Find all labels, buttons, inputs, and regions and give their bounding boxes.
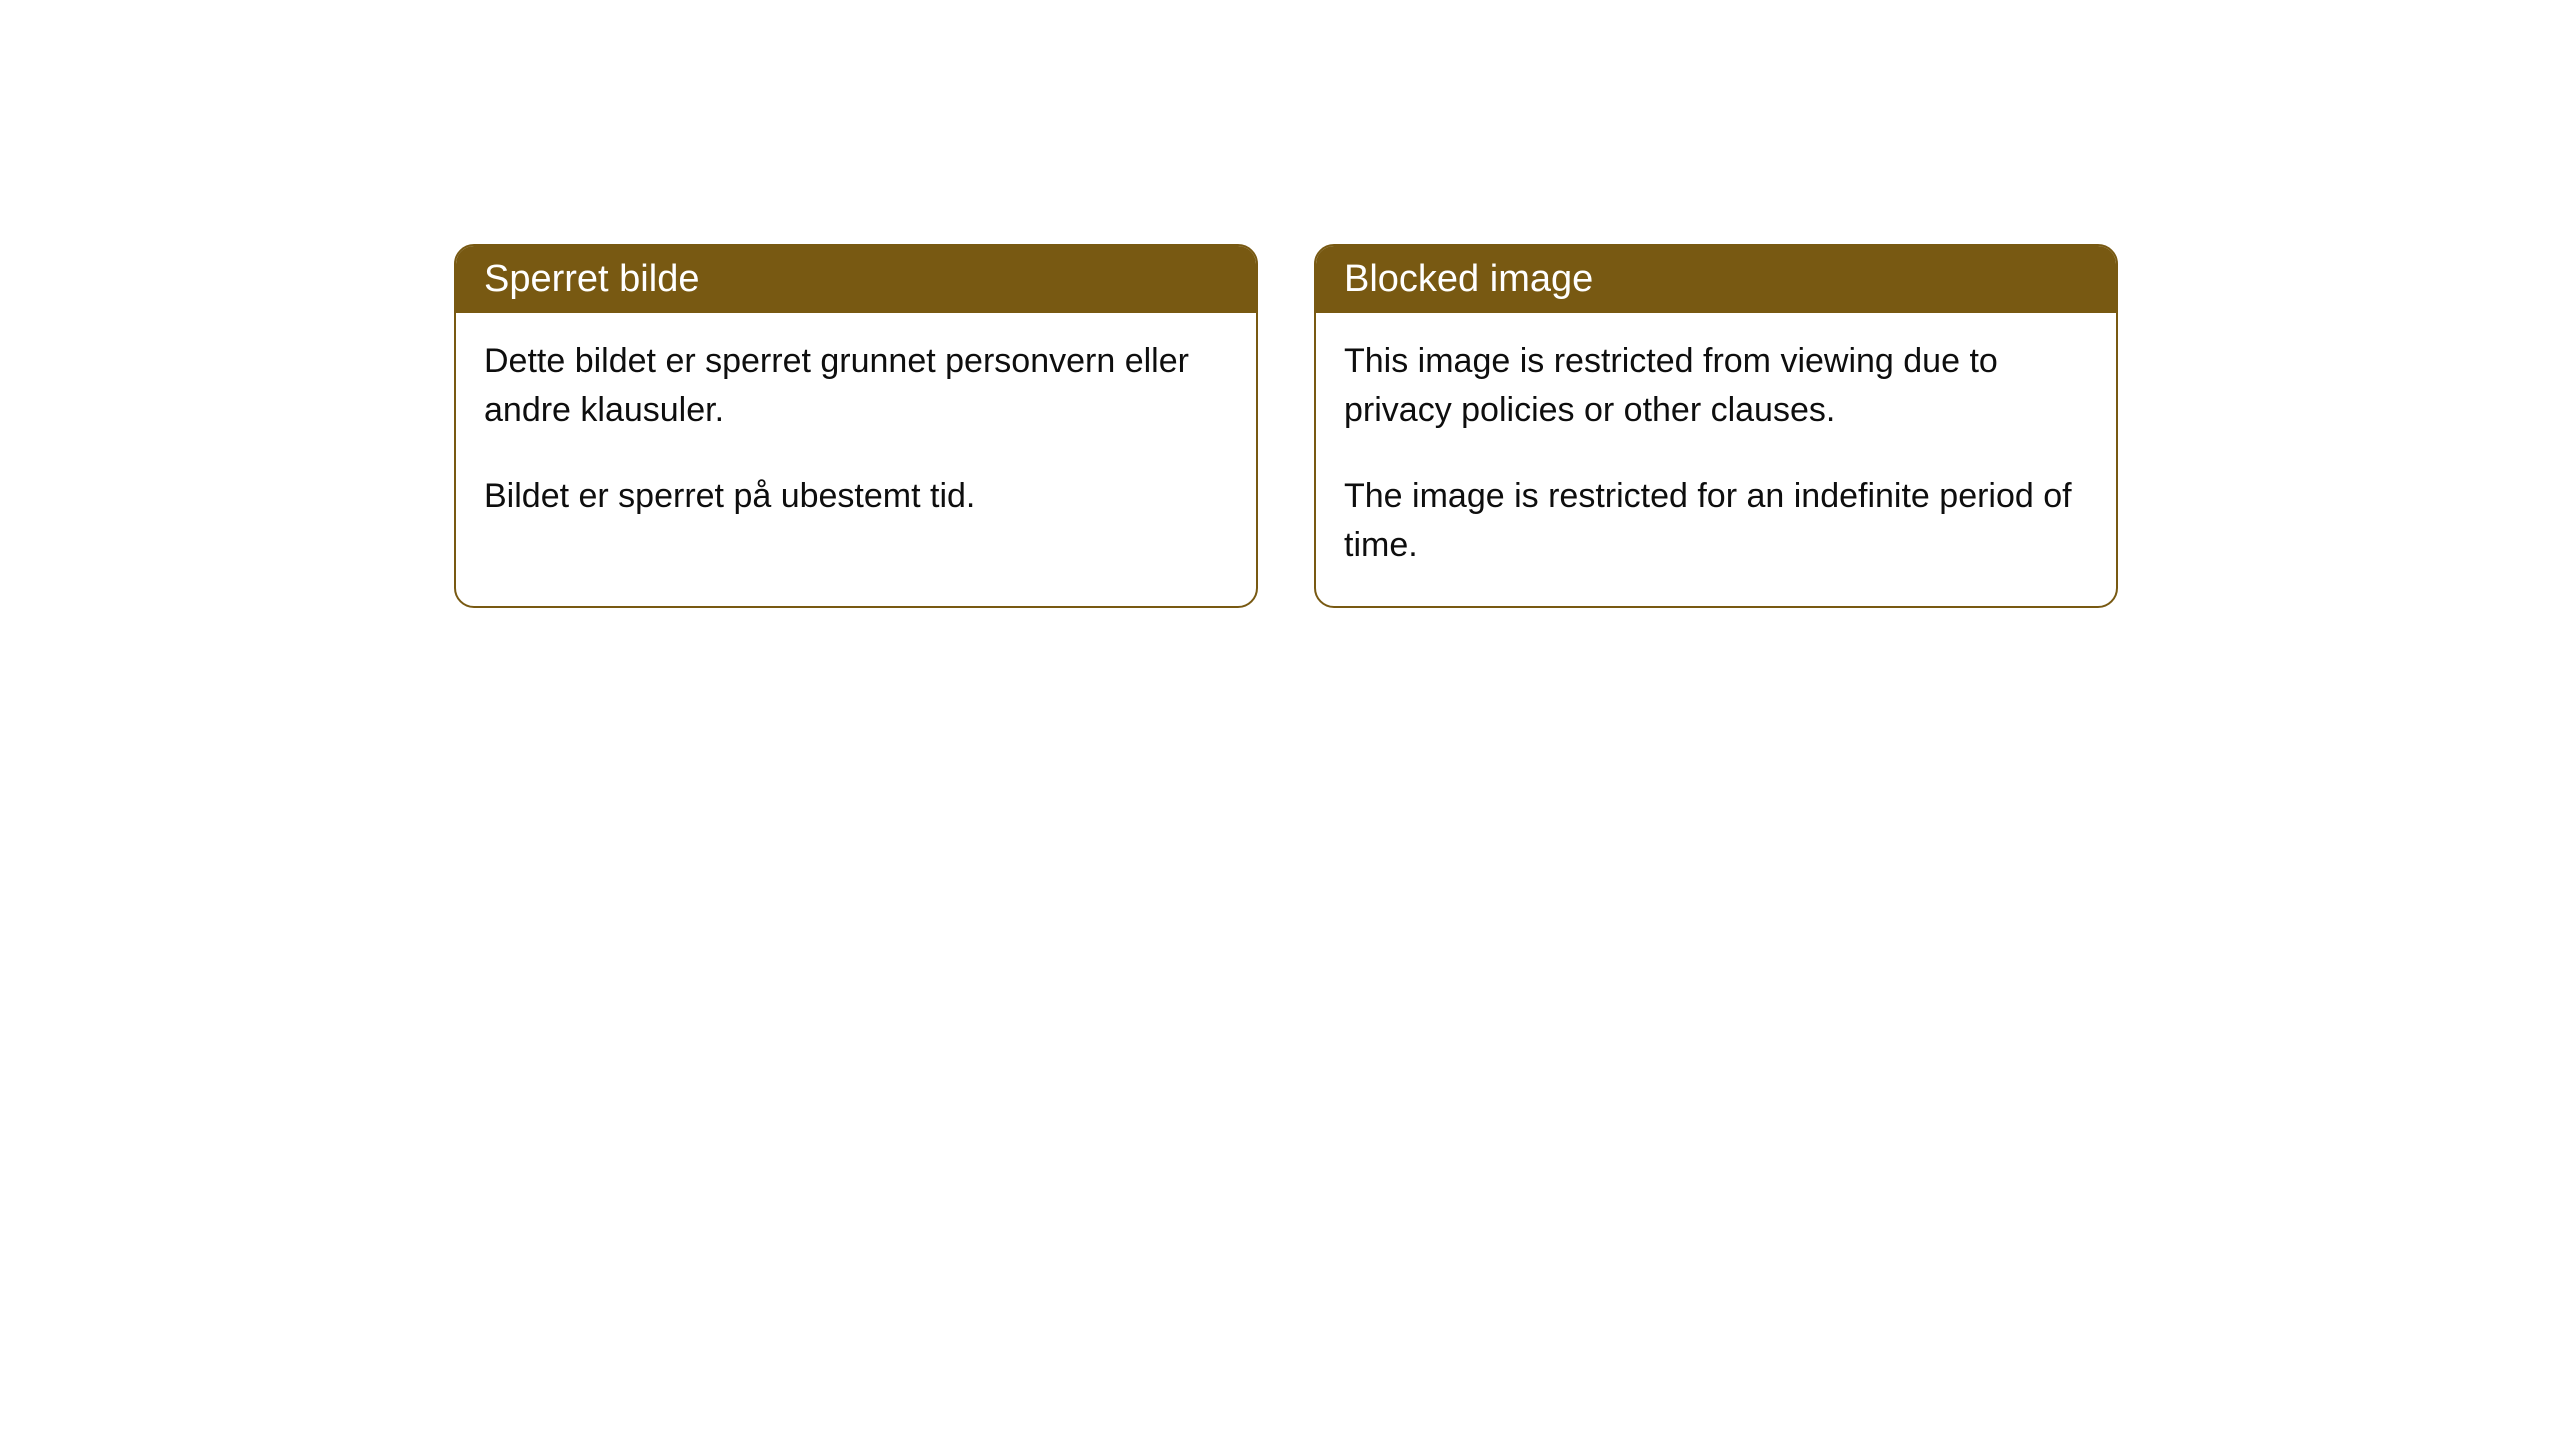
card-text-norwegian-1: Dette bildet er sperret grunnet personve… — [484, 337, 1228, 436]
card-text-norwegian-2: Bildet er sperret på ubestemt tid. — [484, 472, 1228, 521]
card-header-norwegian: Sperret bilde — [456, 246, 1256, 313]
card-header-english: Blocked image — [1316, 246, 2116, 313]
cards-container: Sperret bilde Dette bildet er sperret gr… — [454, 244, 2118, 608]
card-text-english-2: The image is restricted for an indefinit… — [1344, 472, 2088, 571]
card-body-norwegian: Dette bildet er sperret grunnet personve… — [456, 313, 1256, 557]
card-text-english-1: This image is restricted from viewing du… — [1344, 337, 2088, 436]
blocked-image-card-norwegian: Sperret bilde Dette bildet er sperret gr… — [454, 244, 1258, 608]
card-body-english: This image is restricted from viewing du… — [1316, 313, 2116, 606]
blocked-image-card-english: Blocked image This image is restricted f… — [1314, 244, 2118, 608]
